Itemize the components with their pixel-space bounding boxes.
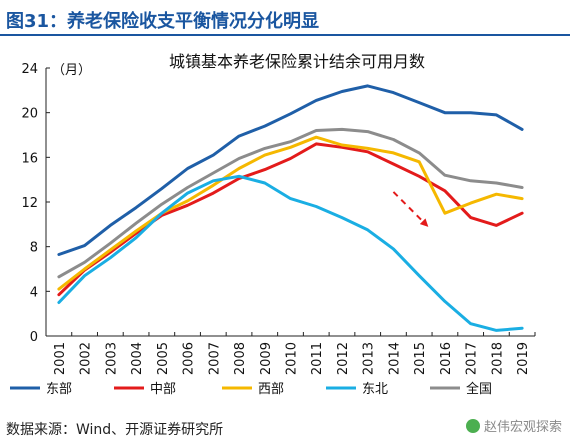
figure-header: 图31：养老保险收支平衡情况分化明显 xyxy=(0,0,570,36)
x-tick-label: 2013 xyxy=(362,342,377,375)
y-tick-label: 0 xyxy=(30,330,38,345)
x-tick-label: 2010 xyxy=(285,342,300,375)
wechat-icon xyxy=(465,418,480,433)
x-tick-label: 2006 xyxy=(182,342,197,375)
series-line xyxy=(57,174,524,332)
chart-title: 城镇基本养老保险累计结余可用月数 xyxy=(169,52,425,71)
y-tick-label: 24 xyxy=(21,62,38,77)
watermark: 赵伟宏观探索 xyxy=(465,416,562,435)
x-tick-label: 2015 xyxy=(413,342,428,375)
x-tick-label: 2012 xyxy=(336,342,351,375)
legend-label: 东北 xyxy=(362,382,388,397)
x-tick-label: 2005 xyxy=(156,342,171,375)
legend: 东部 中部 西部 东北 全国 xyxy=(10,381,492,397)
x-tick-label: 2017 xyxy=(465,342,480,375)
x-tick-label: 2011 xyxy=(310,342,325,375)
title-divider xyxy=(0,34,570,36)
series-line xyxy=(57,135,524,291)
y-tick-label: 16 xyxy=(21,151,38,166)
x-tick-label: 2019 xyxy=(516,342,531,375)
trend-arrow-annotation xyxy=(392,191,429,227)
x-tick-label: 2016 xyxy=(439,342,454,375)
y-tick-label: 12 xyxy=(21,196,38,211)
y-tick-label: 8 xyxy=(30,241,38,256)
x-tick-label: 2003 xyxy=(104,342,119,375)
y-axis-unit-label: （月） xyxy=(52,63,91,78)
x-tick-label: 2008 xyxy=(233,342,248,375)
x-tick-label: 2001 xyxy=(53,342,68,375)
x-tick-label: 2009 xyxy=(259,342,274,375)
series-line xyxy=(57,142,524,297)
plot-area: 0 4 8 12 16 20 24 2001 2002 2003 2004 2005 2006 2007 2… xyxy=(21,62,536,375)
legend-label: 中部 xyxy=(150,382,176,397)
data-source-note: 数据来源：Wind、开源证券研究所 xyxy=(6,422,224,438)
x-tick-label: 2004 xyxy=(130,342,145,375)
x-tick-label: 2018 xyxy=(490,342,505,375)
y-tick-label: 20 xyxy=(21,107,38,122)
x-tick-label: 2007 xyxy=(207,342,222,375)
series-line xyxy=(57,84,524,256)
series-line xyxy=(57,127,524,279)
watermark-text: 赵伟宏观探索 xyxy=(483,420,562,435)
x-tick-label: 2014 xyxy=(387,342,402,375)
x-tick-label: 2002 xyxy=(79,342,94,375)
y-tick-label: 4 xyxy=(30,285,38,300)
legend-label: 全国 xyxy=(466,381,492,397)
line-chart: 城镇基本养老保险累计结余可用月数 （月） 0 4 8 12 16 20 24 2001 2002… xyxy=(10,52,536,397)
figure-title: 图31：养老保险收支平衡情况分化明显 xyxy=(6,11,320,32)
legend-label: 东部 xyxy=(46,382,72,397)
legend-label: 西部 xyxy=(258,382,284,397)
